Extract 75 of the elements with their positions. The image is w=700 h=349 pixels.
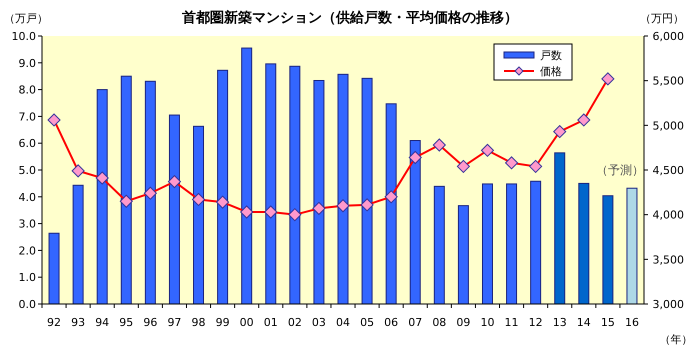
x-tick-label: 04 <box>336 316 350 329</box>
y-tick-label: 6.0 <box>18 137 36 150</box>
x-tick-label: 01 <box>264 316 278 329</box>
y2-tick-label: 5,000 <box>652 119 684 132</box>
x-tick-label: 12 <box>528 316 543 329</box>
bar <box>602 195 614 304</box>
bar <box>289 66 300 304</box>
bar <box>193 126 204 304</box>
y-tick-label: 2.0 <box>18 244 36 258</box>
x-tick-label: 96 <box>143 316 158 329</box>
x-tick-label: 13 <box>552 316 567 329</box>
bar <box>506 183 518 304</box>
bar <box>434 186 445 304</box>
x-tick-label: 08 <box>432 316 446 329</box>
bar <box>265 63 276 304</box>
y2-tick-label: 4,500 <box>652 164 684 177</box>
y-tick-label: 7.0 <box>18 110 36 124</box>
x-tick-label: 05 <box>360 316 374 329</box>
x-tick-label: 15 <box>600 316 615 329</box>
bar <box>530 180 542 304</box>
x-tick-label: 98 <box>192 316 206 329</box>
y-tick-label: 5.0 <box>18 164 36 177</box>
x-tick-label: 07 <box>408 316 422 329</box>
x-tick-label: 16 <box>624 316 639 329</box>
legend-label: 価格 <box>540 65 562 78</box>
x-tick-label: 09 <box>456 316 470 329</box>
annotation: （予測） <box>596 163 644 178</box>
x-tick-label: 00 <box>240 316 254 329</box>
bar <box>96 89 108 304</box>
x-tick-label: 11 <box>504 316 519 329</box>
bar <box>120 76 132 304</box>
x-tick-label: 10 <box>480 316 494 329</box>
x-axis-title: （年） <box>660 333 692 346</box>
y-tick-label: 8.0 <box>18 84 36 97</box>
y-axis-title: （万戸） <box>4 12 48 25</box>
y-tick-label: 1.0 <box>18 271 36 284</box>
y2-tick-label: 3,500 <box>652 253 684 266</box>
bar <box>458 205 469 304</box>
chart-title: 首都圏新築マンション（供給戸数・平均価格の推移） <box>181 9 518 26</box>
y2-axis-title: （万円） <box>640 12 684 25</box>
x-tick-label: 94 <box>95 316 110 329</box>
y-tick-label: 3.0 <box>18 218 36 231</box>
bar <box>410 140 421 304</box>
x-tick-label: 99 <box>216 316 230 329</box>
bar <box>554 152 566 304</box>
legend-label: 戸数 <box>540 49 562 62</box>
bar <box>144 80 156 304</box>
x-tick-label: 14 <box>576 316 591 329</box>
x-tick-label: 02 <box>288 316 302 329</box>
y-tick-label: 9.0 <box>18 56 36 70</box>
y2-tick-label: 6,000 <box>652 30 684 43</box>
y2-tick-label: 5,500 <box>652 74 684 88</box>
bar <box>338 74 348 304</box>
bar <box>386 103 397 304</box>
bar <box>72 184 84 304</box>
x-tick-label: 97 <box>167 316 182 329</box>
y-tick-label: 0.0 <box>18 298 36 311</box>
y-tick-label: 10.0 <box>12 30 36 43</box>
x-tick-label: 95 <box>119 316 134 329</box>
y-tick-label: 4.0 <box>18 190 36 204</box>
y2-tick-label: 3,000 <box>652 298 684 311</box>
x-tick-label: 92 <box>47 316 62 329</box>
x-tick-label: 03 <box>312 316 326 329</box>
bar <box>626 188 638 304</box>
bar <box>578 182 590 304</box>
bar <box>48 232 60 304</box>
x-tick-label: 93 <box>71 316 86 329</box>
bar <box>313 80 324 304</box>
bar <box>217 70 228 304</box>
y2-tick-label: 4,000 <box>652 208 684 222</box>
bar <box>241 48 252 304</box>
bar <box>168 114 180 304</box>
bar <box>482 183 493 304</box>
x-tick-label: 06 <box>384 316 398 329</box>
bar <box>362 78 373 304</box>
